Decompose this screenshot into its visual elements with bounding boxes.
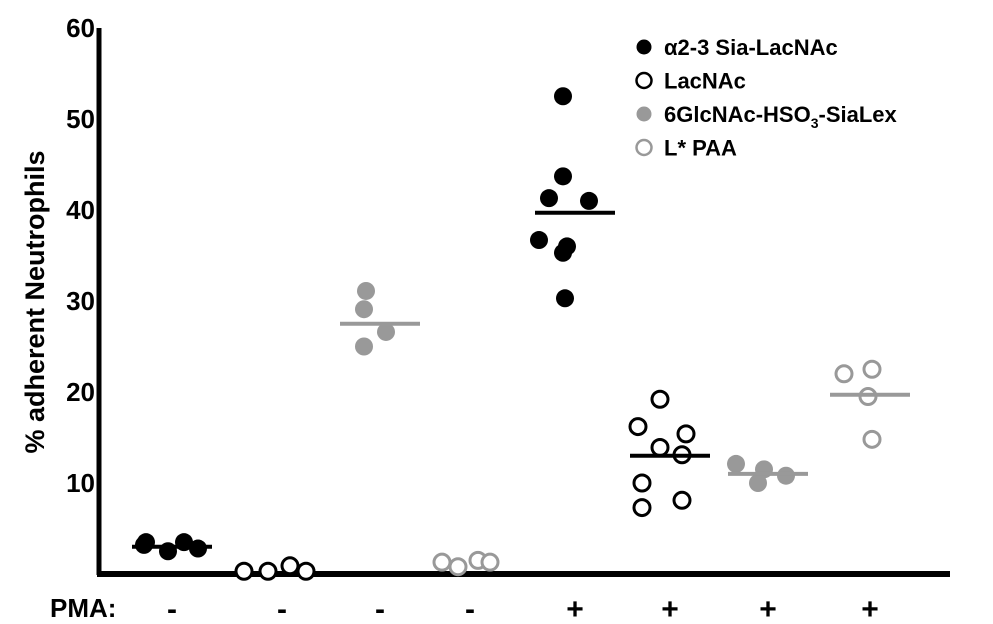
data-point-l-paa xyxy=(862,359,882,379)
median-lines xyxy=(132,210,910,549)
legend: α2-3 Sia-LacNAc LacNAc 6GlcNAc-HSO3-SiaLex… xyxy=(635,35,898,161)
legend-label-lacnac: LacNAc xyxy=(664,69,746,94)
pma-value-4: - xyxy=(465,593,475,624)
pma-value-3: - xyxy=(375,593,385,624)
data-point-lacnac xyxy=(672,490,692,510)
data-point-6glcnac-hso3-sialex xyxy=(355,300,373,319)
y-ticks: 10 20 30 40 50 60 xyxy=(66,13,95,498)
data-point-lacnac xyxy=(650,438,670,458)
y-tick-label: 10 xyxy=(66,468,95,498)
legend-marker-2-3-sia-lacnac xyxy=(636,39,652,55)
data-point-2-3-sia-lacnac xyxy=(580,191,598,210)
data-point-lacnac xyxy=(650,389,670,409)
data-point-l-paa xyxy=(834,364,854,384)
y-tick-label: 50 xyxy=(66,104,95,134)
data-point-2-3-sia-lacnac xyxy=(530,231,548,250)
data-point-6glcnac-hso3-sialex xyxy=(377,322,395,341)
data-points xyxy=(135,87,882,581)
legend-marker-lacnac xyxy=(635,71,653,90)
data-point-l-paa xyxy=(480,552,500,572)
data-point-2-3-sia-lacnac xyxy=(554,167,572,186)
pma-values: - - - - + + + + xyxy=(167,593,879,624)
legend-marker-6glcnac-hso3-sialex xyxy=(636,106,652,122)
data-point-l-paa xyxy=(448,557,468,577)
data-point-lacnac xyxy=(628,417,648,437)
legend-label-l-paa: L* PAA xyxy=(664,136,737,161)
y-tick-label: 20 xyxy=(66,377,95,407)
y-tick-label: 30 xyxy=(66,286,95,316)
legend-label-6glcnac-hso3-sialex: 6GlcNAc-HSO3-SiaLex xyxy=(664,102,898,131)
pma-value-1: - xyxy=(167,593,177,624)
data-point-6glcnac-hso3-sialex xyxy=(357,281,375,300)
data-point-lacnac xyxy=(632,498,652,518)
y-tick-label: 40 xyxy=(66,195,95,225)
data-point-6glcnac-hso3-sialex xyxy=(749,474,767,492)
legend-label-2-3-sia-lacnac: α2-3 Sia-LacNAc xyxy=(664,35,838,60)
pma-value-6: + xyxy=(661,593,679,624)
legend-marker-l-paa xyxy=(635,138,653,157)
data-point-lacnac xyxy=(632,473,652,493)
data-point-6glcnac-hso3-sialex xyxy=(727,454,745,473)
pma-row-label: PMA: xyxy=(50,593,116,623)
data-point-l-paa xyxy=(432,552,452,572)
data-point-2-3-sia-lacnac xyxy=(540,189,558,208)
data-point-l-paa xyxy=(862,429,882,449)
data-point-2-3-sia-lacnac xyxy=(554,243,572,262)
pma-value-5: + xyxy=(566,593,584,624)
data-point-lacnac xyxy=(280,556,300,576)
data-point-lacnac xyxy=(296,561,316,581)
data-point-lacnac xyxy=(258,561,278,581)
data-point-2-3-sia-lacnac xyxy=(554,87,572,106)
y-axis-label: % adherent Neutrophils xyxy=(20,150,50,453)
data-point-lacnac xyxy=(676,424,696,444)
data-point-lacnac xyxy=(234,561,254,581)
y-tick-label: 60 xyxy=(66,13,95,43)
pma-value-2: - xyxy=(277,593,287,624)
pma-value-7: + xyxy=(759,593,777,624)
data-point-2-3-sia-lacnac xyxy=(556,289,574,308)
pma-value-8: + xyxy=(861,593,879,624)
data-point-6glcnac-hso3-sialex xyxy=(355,337,373,356)
